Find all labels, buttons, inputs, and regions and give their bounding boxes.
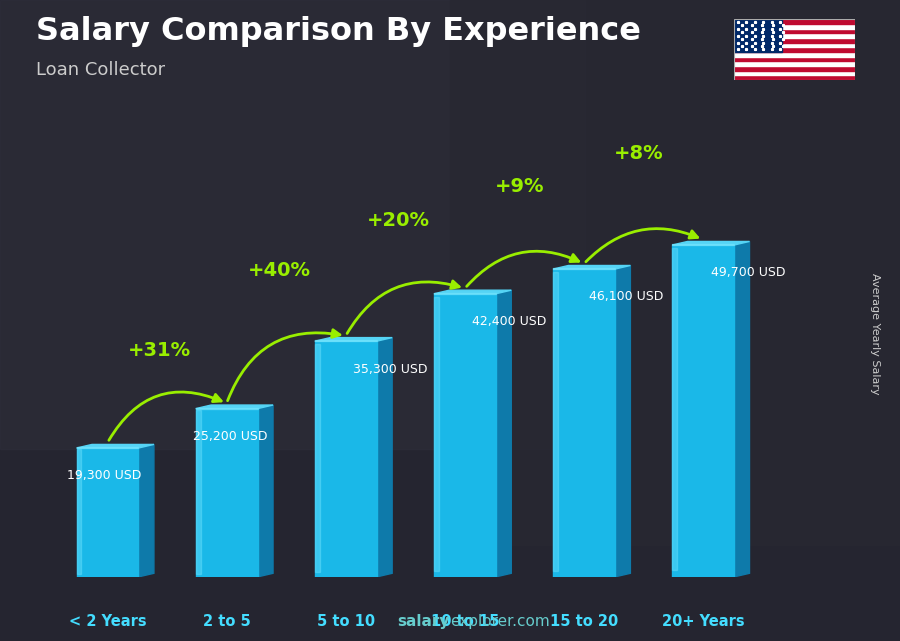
- Polygon shape: [76, 449, 82, 574]
- Text: 5 to 10: 5 to 10: [317, 613, 374, 629]
- Text: +8%: +8%: [614, 144, 663, 163]
- Polygon shape: [315, 344, 320, 572]
- Text: 46,100 USD: 46,100 USD: [589, 290, 663, 303]
- Polygon shape: [672, 248, 677, 570]
- Text: 2 to 5: 2 to 5: [202, 613, 250, 629]
- Bar: [734, 52, 855, 56]
- Polygon shape: [257, 405, 273, 577]
- Polygon shape: [76, 448, 139, 577]
- Bar: [734, 62, 855, 66]
- Polygon shape: [195, 405, 273, 409]
- Polygon shape: [553, 272, 558, 570]
- Text: explorer.com: explorer.com: [450, 615, 550, 629]
- Polygon shape: [195, 408, 257, 409]
- Polygon shape: [315, 341, 377, 577]
- Text: 20+ Years: 20+ Years: [662, 613, 744, 629]
- Text: 15 to 20: 15 to 20: [550, 613, 618, 629]
- Polygon shape: [76, 447, 139, 448]
- Text: 10 to 15: 10 to 15: [430, 613, 499, 629]
- Polygon shape: [76, 444, 154, 448]
- Polygon shape: [434, 294, 496, 577]
- Text: Salary Comparison By Experience: Salary Comparison By Experience: [36, 16, 641, 47]
- Polygon shape: [195, 409, 257, 577]
- Polygon shape: [139, 444, 154, 577]
- Polygon shape: [553, 265, 630, 269]
- Text: 35,300 USD: 35,300 USD: [353, 363, 428, 376]
- Text: +40%: +40%: [248, 261, 310, 279]
- Text: 49,700 USD: 49,700 USD: [711, 267, 786, 279]
- Bar: [734, 47, 855, 52]
- Polygon shape: [615, 265, 630, 577]
- Bar: [734, 33, 855, 38]
- Text: +9%: +9%: [495, 178, 544, 196]
- Bar: [734, 38, 855, 43]
- Polygon shape: [315, 340, 377, 341]
- Text: salary: salary: [398, 615, 450, 629]
- Bar: [0, 0, 585, 449]
- Text: < 2 Years: < 2 Years: [68, 613, 147, 629]
- Text: +31%: +31%: [129, 341, 192, 360]
- Bar: [450, 0, 900, 545]
- Text: Average Yearly Salary: Average Yearly Salary: [869, 272, 880, 394]
- Polygon shape: [434, 297, 439, 571]
- Polygon shape: [672, 245, 734, 577]
- Bar: [734, 71, 855, 76]
- Bar: [734, 56, 855, 62]
- Text: 42,400 USD: 42,400 USD: [472, 315, 546, 328]
- Polygon shape: [434, 290, 511, 294]
- Bar: [734, 29, 855, 33]
- Text: 19,300 USD: 19,300 USD: [67, 469, 141, 483]
- Polygon shape: [496, 290, 511, 577]
- Polygon shape: [734, 242, 750, 577]
- Polygon shape: [195, 410, 201, 574]
- Polygon shape: [553, 269, 615, 577]
- Polygon shape: [672, 244, 734, 245]
- Polygon shape: [377, 338, 392, 577]
- Bar: [734, 66, 855, 71]
- Bar: [734, 43, 855, 47]
- Text: Loan Collector: Loan Collector: [36, 61, 165, 79]
- Text: +20%: +20%: [366, 211, 429, 229]
- Bar: [734, 24, 855, 29]
- Text: 25,200 USD: 25,200 USD: [194, 430, 267, 443]
- Bar: [734, 76, 855, 80]
- Bar: [734, 19, 782, 52]
- Polygon shape: [315, 338, 392, 341]
- Polygon shape: [434, 293, 496, 294]
- Polygon shape: [672, 242, 750, 245]
- Polygon shape: [553, 268, 615, 269]
- Bar: [734, 19, 855, 24]
